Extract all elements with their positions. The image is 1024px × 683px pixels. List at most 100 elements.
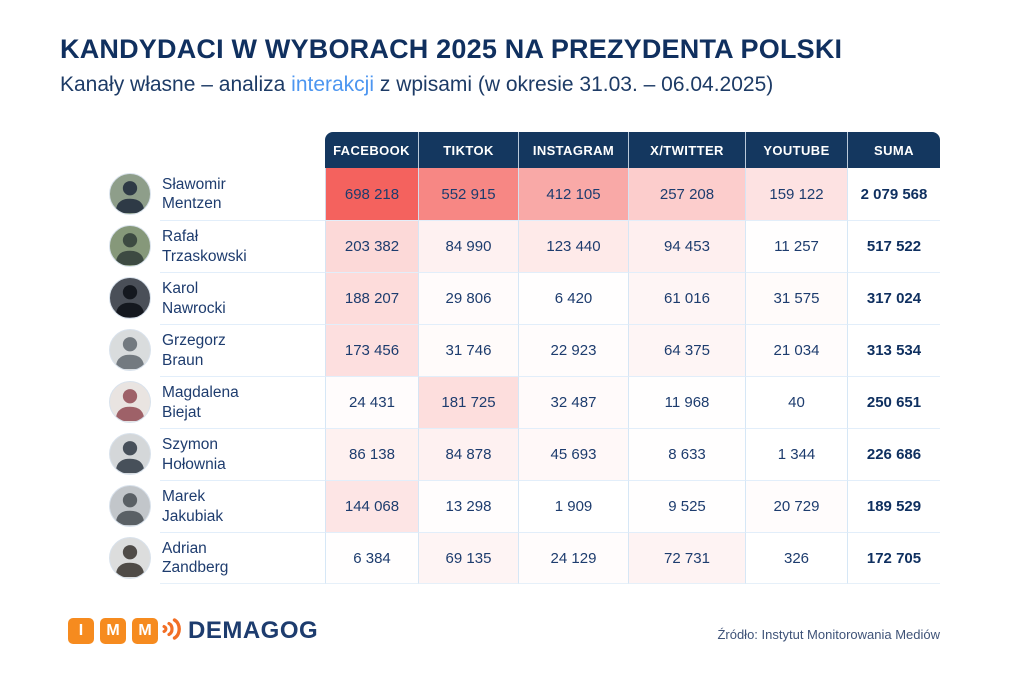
candidate-name: Sławomir Mentzen: [160, 168, 325, 220]
candidate-name: Magdalena Biejat: [160, 376, 325, 428]
subtitle-highlight: interakcji: [291, 73, 375, 96]
candidate-first-name: Rafał: [162, 228, 199, 246]
sum-cell: 317 024: [847, 272, 940, 324]
candidate-last-name: Jakubiak: [162, 507, 224, 525]
candidate-avatar: [109, 329, 151, 371]
page-title: KANDYDACI W WYBORACH 2025 NA PREZYDENTA …: [60, 34, 843, 64]
candidate-last-name: Braun: [162, 351, 204, 369]
candidate-first-name: Magdalena: [162, 384, 239, 402]
metric-cell: 69 135: [418, 532, 518, 584]
candidate-last-name: Hołownia: [162, 455, 226, 473]
sum-cell: 172 705: [847, 532, 940, 584]
metric-cell: 698 218: [325, 168, 418, 220]
metric-cell: 94 453: [628, 220, 745, 272]
metric-cell: 13 298: [418, 480, 518, 532]
sum-cell: 313 534: [847, 324, 940, 376]
metric-cell: 84 878: [418, 428, 518, 480]
imm-logo-letter: M: [132, 618, 158, 644]
candidate-name: Karol Nawrocki: [160, 272, 325, 324]
metric-cell: 29 806: [418, 272, 518, 324]
metric-cell: 181 725: [418, 376, 518, 428]
column-header-instagram: INSTAGRAM: [518, 132, 628, 168]
soundwave-icon: [160, 614, 184, 649]
avatar-cell: [100, 324, 160, 376]
metric-cell: 72 731: [628, 532, 745, 584]
metric-cell: 61 016: [628, 272, 745, 324]
column-header-x-twitter: X/TWITTER: [628, 132, 745, 168]
metric-cell: 40: [745, 376, 847, 428]
metric-cell: 31 575: [745, 272, 847, 324]
sum-cell: 2 079 568: [847, 168, 940, 220]
avatar-cell: [100, 168, 160, 220]
column-header-tiktok: TIKTOK: [418, 132, 518, 168]
avatar-cell: [100, 220, 160, 272]
sum-cell: 250 651: [847, 376, 940, 428]
avatar-cell: [100, 272, 160, 324]
candidate-name: Szymon Hołownia: [160, 428, 325, 480]
candidate-name: Adrian Zandberg: [160, 532, 325, 584]
person-silhouette-icon: [115, 441, 145, 473]
column-header-youtube: YOUTUBE: [745, 132, 847, 168]
candidate-first-name: Grzegorz: [162, 332, 226, 350]
person-silhouette-icon: [115, 337, 145, 369]
candidate-first-name: Karol: [162, 280, 199, 298]
sum-cell: 517 522: [847, 220, 940, 272]
subtitle: Kanały własne – analiza interakcji z wpi…: [60, 73, 773, 97]
interactions-heatmap-table: FACEBOOK TIKTOK INSTAGRAM X/TWITTER YOUTUBE S…: [100, 132, 940, 584]
candidate-last-name: Trzaskowski: [162, 247, 247, 265]
source-note: Źródło: Instytut Monitorowania Mediów: [717, 627, 940, 642]
metric-cell: 159 122: [745, 168, 847, 220]
metric-cell: 173 456: [325, 324, 418, 376]
sum-cell: 189 529: [847, 480, 940, 532]
candidate-avatar: [109, 485, 151, 527]
metric-cell: 144 068: [325, 480, 418, 532]
metric-cell: 32 487: [518, 376, 628, 428]
metric-cell: 24 129: [518, 532, 628, 584]
avatar-cell: [100, 428, 160, 480]
demagog-logo: DEMAGOG: [160, 615, 318, 647]
column-header-suma: SUMA: [847, 132, 940, 168]
candidate-last-name: Mentzen: [162, 195, 222, 212]
subtitle-prefix: Kanały własne – analiza: [60, 73, 292, 96]
candidate-avatar: [109, 225, 151, 267]
metric-cell: 8 633: [628, 428, 745, 480]
avatar-cell: [100, 532, 160, 584]
candidate-first-name: Adrian: [162, 539, 207, 557]
metric-cell: 45 693: [518, 428, 628, 480]
candidate-avatar: [109, 381, 151, 423]
avatar-cell: [100, 376, 160, 428]
subtitle-suffix: z wpisami (w okresie 31.03. – 06.04.2025…: [374, 73, 774, 96]
metric-cell: 86 138: [325, 428, 418, 480]
candidate-first-name: Sławomir: [162, 175, 226, 193]
demagog-wordmark: DEMAGOG: [188, 617, 319, 644]
metric-cell: 21 034: [745, 324, 847, 376]
metric-cell: 326: [745, 532, 847, 584]
candidate-first-name: Szymon: [162, 436, 218, 454]
candidate-name: Marek Jakubiak: [160, 480, 325, 532]
person-silhouette-icon: [115, 181, 145, 213]
imm-logo-letter: M: [100, 618, 126, 644]
metric-cell: 6 384: [325, 532, 418, 584]
candidate-name: Rafał Trzaskowski: [160, 220, 325, 272]
metric-cell: 9 525: [628, 480, 745, 532]
candidate-avatar: [109, 433, 151, 475]
candidate-avatar: [109, 537, 151, 579]
metric-cell: 203 382: [325, 220, 418, 272]
metric-cell: 24 431: [325, 376, 418, 428]
avatar-cell: [100, 480, 160, 532]
person-silhouette-icon: [115, 493, 145, 525]
metric-cell: 84 990: [418, 220, 518, 272]
candidate-avatar: [109, 173, 151, 215]
metric-cell: 20 729: [745, 480, 847, 532]
candidate-avatar: [109, 277, 151, 319]
metric-cell: 64 375: [628, 324, 745, 376]
sum-cell: 226 686: [847, 428, 940, 480]
person-silhouette-icon: [115, 545, 145, 577]
metric-cell: 188 207: [325, 272, 418, 324]
metric-cell: 11 257: [745, 220, 847, 272]
candidate-last-name: Zandberg: [162, 559, 229, 576]
metric-cell: 257 208: [628, 168, 745, 220]
metric-cell: 412 105: [518, 168, 628, 220]
